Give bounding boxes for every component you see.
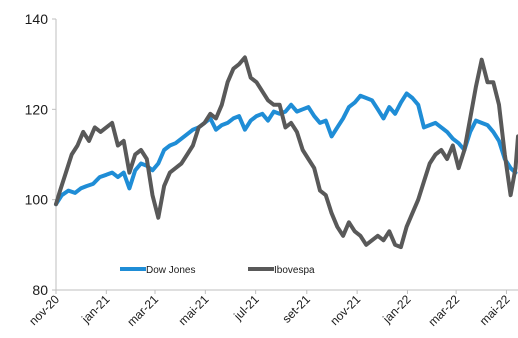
legend-label: Dow Jones [146, 265, 195, 276]
x-tick-label: jan-21 [78, 292, 112, 326]
legend-label: Ibovespa [274, 265, 315, 276]
x-tick-label: nov-21 [327, 292, 363, 328]
y-tick-label: 140 [25, 11, 49, 27]
series-lines [54, 55, 518, 250]
x-tick-label: mar-22 [425, 292, 462, 329]
legend: Dow Jones Ibovespa [120, 265, 315, 276]
y-tick-label: 100 [25, 192, 49, 208]
series-line-dow-jones [54, 91, 518, 207]
x-tick-label: jan-22 [379, 292, 413, 326]
x-tick-label: mar-21 [124, 292, 161, 329]
x-tick-label: jul-21 [230, 292, 262, 324]
y-tick-label: 80 [32, 282, 48, 298]
y-tick-label: 120 [25, 101, 49, 117]
x-tick-label: mai-21 [176, 292, 212, 328]
y-tick-labels: 140 120 100 80 [25, 11, 56, 298]
x-tick-labels: nov-20 jan-21 mar-21 mai-21 jul-21 set-21 nov-… [26, 290, 513, 329]
x-tick-label: set-21 [279, 292, 313, 326]
x-tick-label: mai-22 [477, 292, 513, 328]
series-line-ibovespa [54, 55, 518, 250]
